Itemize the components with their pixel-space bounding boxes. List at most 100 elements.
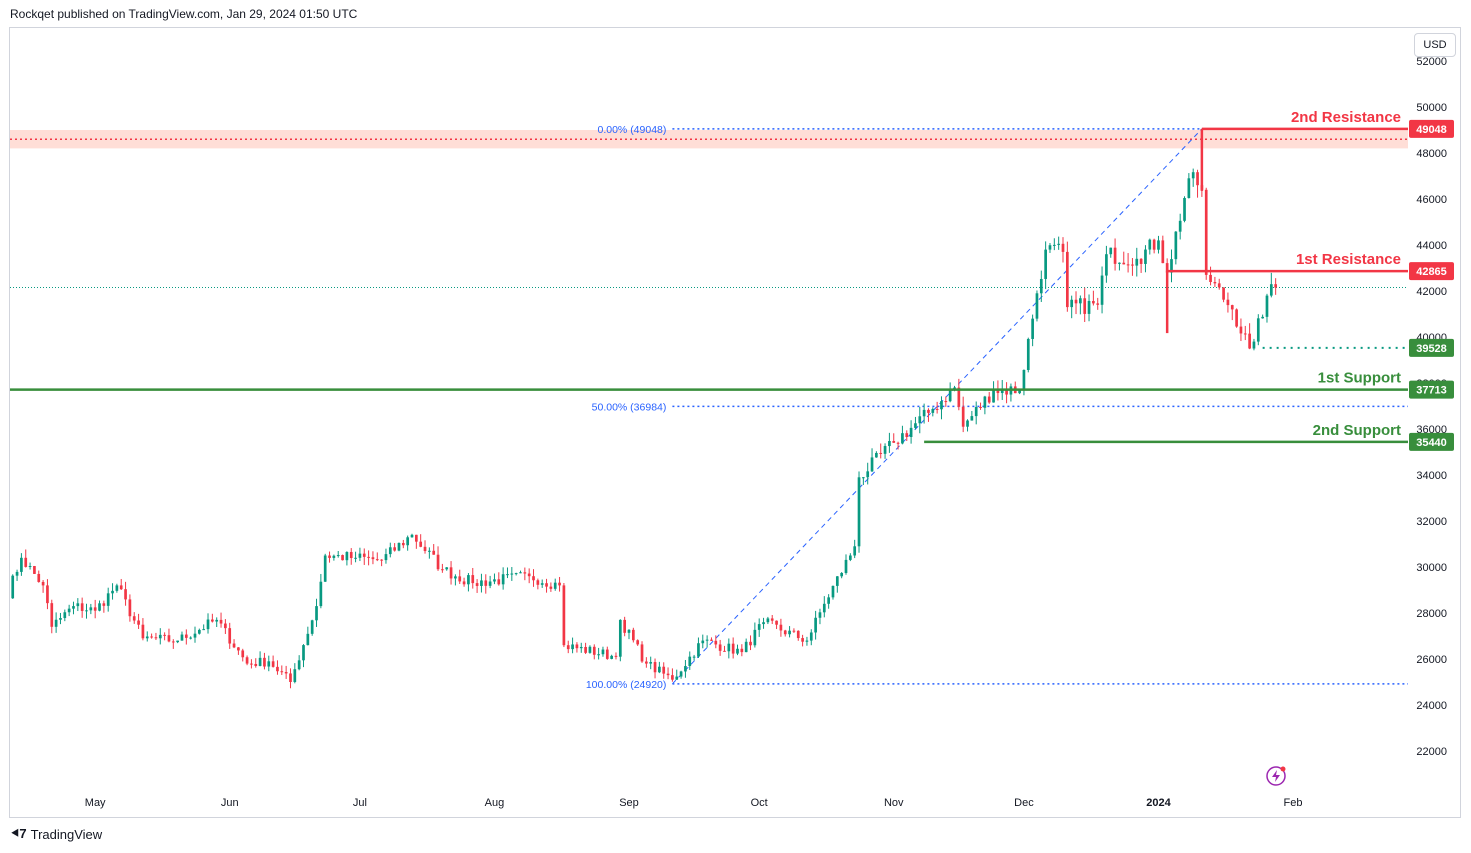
candle-down — [1243, 333, 1247, 335]
candle-down — [362, 553, 366, 557]
candle-down — [879, 452, 883, 454]
candle-down — [41, 581, 45, 586]
candle-down — [462, 581, 466, 585]
candle-up — [918, 416, 922, 424]
candle-down — [783, 630, 787, 635]
currency-button[interactable]: USD — [1414, 33, 1456, 57]
candle-up — [766, 618, 770, 623]
candle-down — [33, 565, 36, 574]
x-axis-tick-label: Sep — [619, 797, 639, 809]
candle-down — [328, 555, 331, 558]
candle-down — [1230, 305, 1234, 310]
candle-down — [1209, 274, 1212, 283]
candle-up — [1031, 318, 1034, 339]
candle-down — [718, 644, 722, 651]
candle-down — [276, 666, 279, 672]
candle-down — [1065, 251, 1069, 308]
candle-down — [723, 650, 726, 652]
candle-up — [189, 637, 193, 639]
candle-down — [536, 580, 540, 585]
candle-up — [76, 603, 80, 607]
candle-down — [1248, 333, 1251, 349]
candle-up — [1269, 284, 1273, 296]
candle-down — [128, 599, 132, 617]
candle-up — [948, 389, 952, 402]
candle-up — [827, 597, 830, 604]
candle-up — [111, 590, 114, 594]
price-tag — [1409, 338, 1454, 357]
candle-down — [80, 603, 84, 611]
fib-level-label: 50.00% (36984) — [592, 401, 667, 413]
candle-up — [72, 606, 75, 609]
candle-down — [1239, 326, 1243, 334]
candle-up — [618, 619, 622, 657]
candle-up — [697, 643, 700, 657]
candle-up — [1144, 249, 1147, 264]
candle-up — [315, 606, 318, 621]
candle-up — [258, 657, 262, 666]
candle-up — [1039, 278, 1043, 294]
candle-up — [206, 619, 210, 630]
chart-frame — [9, 27, 1461, 818]
candle-up — [705, 639, 709, 641]
candle-up — [63, 612, 67, 619]
candle-down — [631, 629, 635, 641]
candle-down — [575, 644, 579, 649]
price-tag-label: 37713 — [1416, 385, 1447, 397]
candle-up — [736, 648, 739, 654]
x-axis-tick-label: Jul — [353, 797, 367, 809]
candle-up — [875, 452, 878, 458]
fib-trend-line[interactable] — [672, 128, 1203, 685]
lightning-icon[interactable] — [1266, 766, 1286, 786]
candle-down — [566, 645, 570, 650]
candle-up — [176, 640, 179, 643]
candle-down — [349, 552, 353, 559]
candle-down — [935, 408, 939, 410]
candle-up — [397, 542, 401, 551]
candle-up — [115, 585, 119, 591]
y-axis-tick-label: 50000 — [1416, 102, 1447, 114]
candle-up — [336, 555, 340, 557]
candle-up — [428, 550, 431, 552]
candle-down — [497, 579, 501, 585]
candle-up — [835, 576, 839, 586]
candle-up — [675, 676, 679, 680]
candle-down — [927, 409, 930, 413]
candle-down — [562, 585, 566, 646]
price-tag — [1409, 432, 1454, 451]
candle-down — [801, 638, 804, 642]
candle-up — [753, 629, 757, 646]
candle-up — [410, 534, 414, 538]
candle-up — [679, 671, 683, 677]
y-axis-tick-label: 22000 — [1416, 746, 1447, 758]
candle-down — [184, 634, 188, 638]
candle-down — [1113, 247, 1117, 264]
candle-down — [549, 586, 553, 589]
candle-down — [731, 643, 735, 654]
candle-up — [974, 407, 978, 417]
candle-up — [727, 643, 731, 652]
x-axis-tick-label: Nov — [884, 797, 904, 809]
candle-down — [653, 662, 657, 673]
candle-up — [1256, 318, 1260, 342]
candle-down — [245, 657, 249, 664]
candle-up — [914, 423, 917, 428]
y-axis-tick-label: 44000 — [1416, 240, 1447, 252]
candle-down — [523, 572, 527, 574]
candle-up — [1157, 240, 1160, 250]
tradingview-logo[interactable]: ⯇7 TradingView — [10, 826, 102, 842]
candle-up — [1044, 249, 1047, 279]
y-axis-tick-label: 46000 — [1416, 194, 1447, 206]
candle-down — [163, 634, 166, 636]
candle-down — [957, 387, 961, 407]
candle-up — [406, 537, 410, 546]
candle-down — [1204, 189, 1208, 275]
candle-up — [106, 593, 110, 606]
candle-down — [224, 623, 227, 629]
candle-up — [822, 603, 826, 613]
price-tag-label: 35440 — [1416, 437, 1447, 449]
candle-down — [1217, 283, 1221, 288]
candle-down — [666, 673, 670, 676]
candle-up — [818, 612, 822, 618]
